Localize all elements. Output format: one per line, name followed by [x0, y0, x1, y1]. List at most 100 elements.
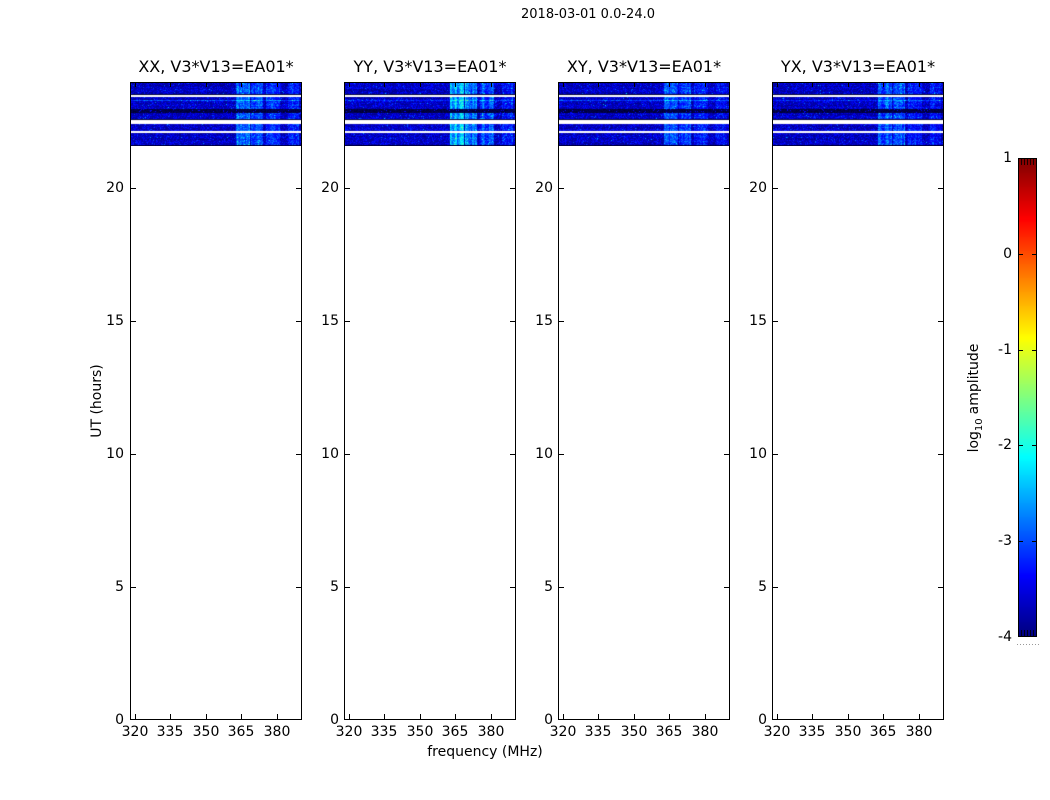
x-tick — [634, 714, 635, 719]
colorbar-axis-label: log10 amplitude — [966, 344, 988, 453]
y-tick — [559, 454, 564, 455]
y-tick — [724, 454, 729, 455]
y-tick-label: 10 — [749, 446, 767, 462]
y-tick-label: 20 — [535, 180, 553, 196]
x-tick-label: 350 — [406, 724, 434, 740]
y-tick-label: 5 — [330, 579, 339, 595]
y-tick — [296, 321, 301, 322]
y-tick-label: 0 — [544, 712, 553, 728]
x-tick — [669, 83, 670, 87]
x-tick — [777, 83, 778, 87]
y-tick-label: 15 — [106, 313, 124, 329]
x-tick — [135, 714, 136, 719]
colorbar-overflow-hatch — [1033, 159, 1034, 165]
spectrogram-canvas-xy — [559, 83, 729, 146]
colorbar-underflow-dots — [1035, 644, 1036, 645]
colorbar-underflow-dots — [1032, 644, 1033, 645]
colorbar-underflow-hatch — [1021, 630, 1022, 636]
colorbar-tick-label: 0 — [1003, 246, 1012, 262]
x-tick-label: 335 — [584, 724, 612, 740]
spectrogram-panel-yx — [772, 82, 944, 720]
x-tick — [848, 714, 849, 719]
x-tick — [241, 83, 242, 87]
y-tick — [131, 321, 136, 322]
x-tick — [563, 83, 564, 87]
colorbar-overflow-hatch — [1021, 159, 1022, 165]
panel-title-yy: YY, V3*V13=EA01* — [353, 57, 507, 76]
x-tick-label: 335 — [156, 724, 184, 740]
y-tick — [345, 321, 350, 322]
y-tick-label: 20 — [749, 180, 767, 196]
x-tick — [491, 714, 492, 719]
y-tick-label: 10 — [321, 446, 339, 462]
x-tick-label: 350 — [834, 724, 862, 740]
x-tick — [455, 83, 456, 87]
y-tick — [296, 454, 301, 455]
x-tick-label: 365 — [655, 724, 683, 740]
y-tick-label: 0 — [758, 712, 767, 728]
y-tick — [724, 321, 729, 322]
spectrogram-panel-xy — [558, 82, 730, 720]
x-axis-label: frequency (MHz) — [427, 744, 543, 760]
y-tick — [938, 454, 943, 455]
x-tick — [241, 714, 242, 719]
x-tick — [563, 714, 564, 719]
colorbar-label-subscript: 10 — [973, 418, 985, 432]
colorbar-tick — [1032, 445, 1036, 446]
colorbar-overflow-hatch — [1030, 159, 1031, 165]
colorbar-tick — [1019, 541, 1023, 542]
colorbar-underflow-hatch — [1024, 630, 1025, 636]
y-tick — [559, 188, 564, 189]
colorbar-tick — [1019, 350, 1023, 351]
colorbar-gradient — [1019, 159, 1036, 636]
y-tick-label: 5 — [544, 579, 553, 595]
colorbar-tick-label: 1 — [1003, 150, 1012, 166]
y-tick — [773, 188, 778, 189]
y-tick — [938, 188, 943, 189]
y-tick — [559, 587, 564, 588]
colorbar-tick — [1032, 254, 1036, 255]
x-tick — [420, 714, 421, 719]
x-tick — [598, 83, 599, 87]
y-tick — [773, 321, 778, 322]
colorbar-label-suffix: amplitude — [966, 343, 983, 415]
spectrogram-canvas-yx — [773, 83, 943, 146]
x-tick — [705, 714, 706, 719]
x-tick — [883, 83, 884, 87]
y-tick-label: 15 — [535, 313, 553, 329]
colorbar-tick — [1019, 445, 1023, 446]
x-tick — [883, 714, 884, 719]
x-tick — [669, 714, 670, 719]
x-tick — [277, 714, 278, 719]
colorbar-tick-label: -4 — [998, 629, 1012, 645]
x-tick — [277, 83, 278, 87]
colorbar-tick-label: -3 — [998, 533, 1012, 549]
panel-title-yx: YX, V3*V13=EA01* — [780, 57, 936, 76]
y-tick — [296, 587, 301, 588]
y-tick — [296, 188, 301, 189]
y-tick-label: 0 — [115, 712, 124, 728]
colorbar-overflow-hatch — [1024, 159, 1025, 165]
colorbar-underflow-hatch — [1027, 630, 1028, 636]
x-tick — [491, 83, 492, 87]
y-tick-label: 20 — [106, 180, 124, 196]
x-tick-label: 350 — [620, 724, 648, 740]
y-tick — [345, 454, 350, 455]
colorbar-underflow-dots — [1026, 644, 1027, 645]
colorbar-underflow-dots — [1017, 644, 1018, 645]
x-tick-label: 380 — [477, 724, 505, 740]
x-tick — [384, 714, 385, 719]
y-tick-label: 15 — [321, 313, 339, 329]
x-tick-label: 350 — [192, 724, 220, 740]
colorbar-tick — [1032, 541, 1036, 542]
x-tick-label: 335 — [798, 724, 826, 740]
x-tick — [170, 714, 171, 719]
y-tick — [724, 587, 729, 588]
x-tick — [777, 714, 778, 719]
colorbar-underflow-dots — [1023, 644, 1024, 645]
panel-title-xy: XY, V3*V13=EA01* — [566, 57, 722, 76]
y-tick-label: 0 — [330, 712, 339, 728]
y-tick — [131, 454, 136, 455]
colorbar-underflow-dots — [1038, 644, 1039, 645]
